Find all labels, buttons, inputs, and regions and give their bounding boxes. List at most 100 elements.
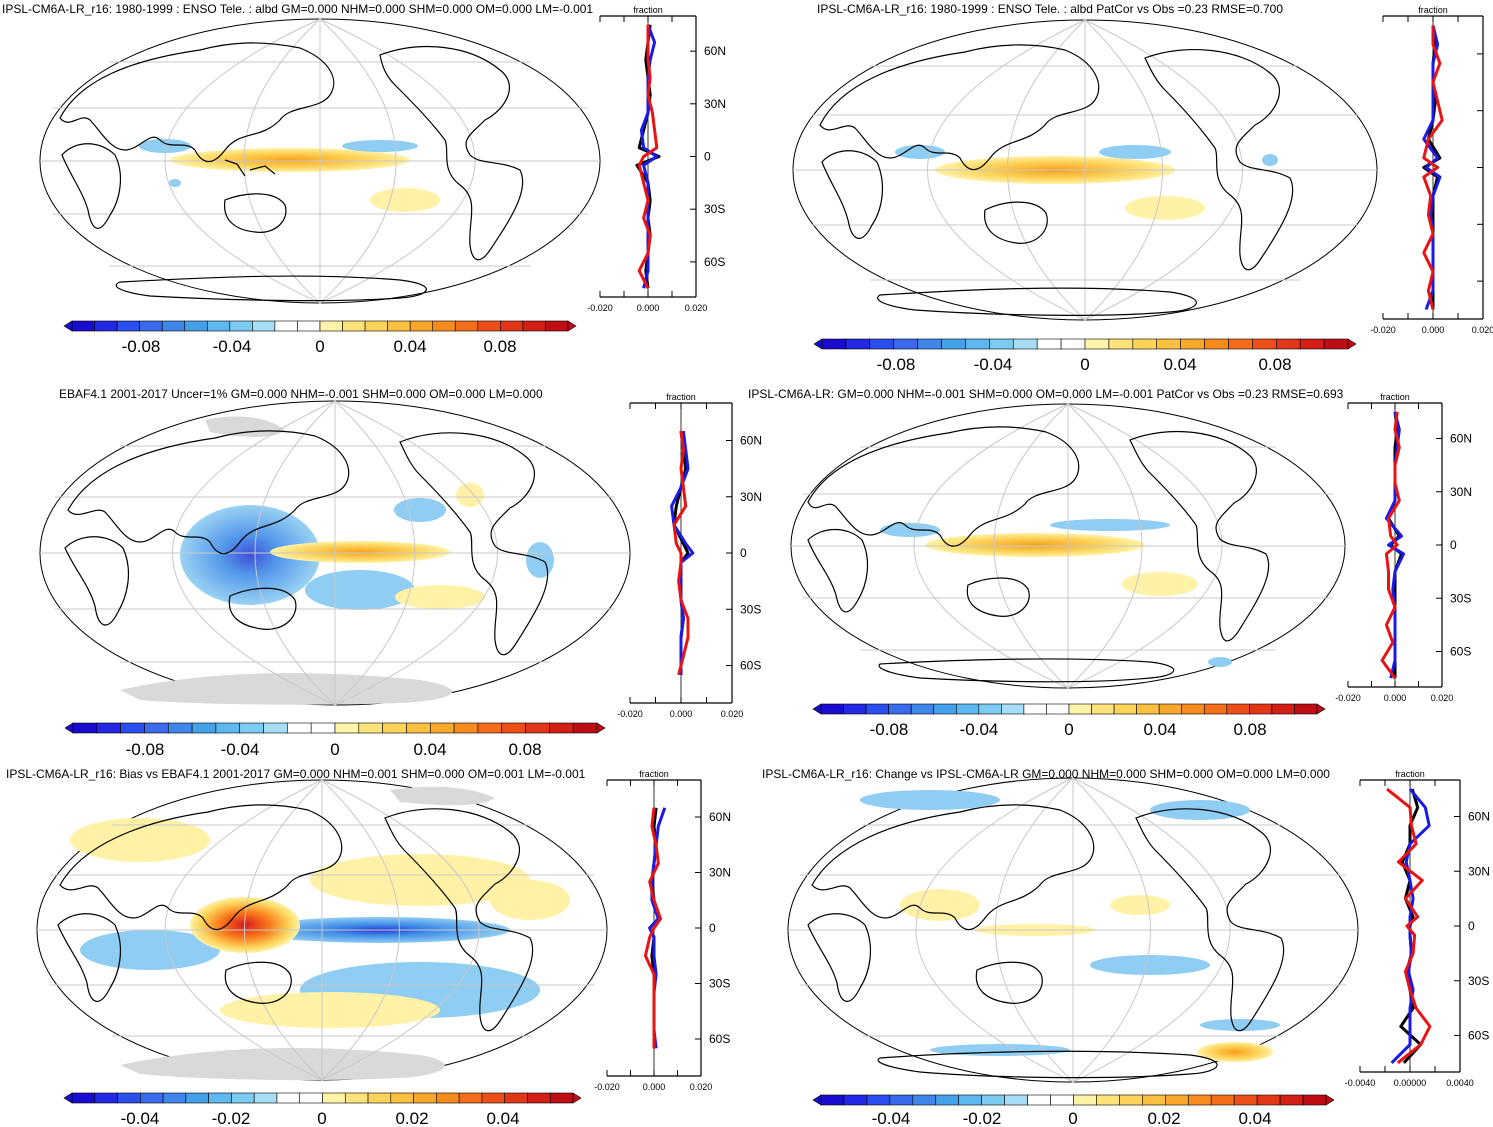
colorbar-swatch — [454, 320, 479, 332]
panel-1-map — [39, 18, 601, 304]
colorbar-swatch — [522, 320, 546, 332]
zonal-x-tick-label: -0.020 — [594, 1082, 620, 1092]
colorbar-swatch — [1158, 703, 1183, 715]
zonal-series-blue — [1390, 788, 1431, 1064]
panel-3-colorbar-label-5: 0.08 — [508, 740, 541, 759]
colorbar-swatch — [252, 320, 276, 332]
panel-3-colorbar-label-4: 0.04 — [413, 740, 446, 759]
panel-3-coastlines — [64, 430, 549, 656]
colorbar-swatch — [342, 320, 366, 332]
zonal-x-tick-label: 0.000 — [1384, 693, 1407, 703]
colorbar-swatch — [843, 1094, 868, 1106]
colorbar-swatch — [208, 1092, 232, 1104]
zonal-x-tick-label: -0.020 — [1335, 693, 1361, 703]
colorbar-swatch — [436, 1092, 460, 1104]
panel-6-map — [787, 777, 1359, 1083]
panel-5-colorbar-cells — [63, 1092, 582, 1104]
panel-4-map — [790, 403, 1346, 689]
panel-2-colorbar-cells — [813, 338, 1357, 350]
panel-6-zonal-mean: fraction -0.0040 0.00000 0.0040 60N 30N 0 30S 60… — [1345, 769, 1490, 1088]
panel-4-colorbar-label-1: -0.08 — [870, 720, 909, 739]
colorbar-low-cap — [812, 703, 822, 715]
colorbar-swatch — [71, 1092, 96, 1104]
colorbar-swatch — [229, 320, 253, 332]
colorbar-swatch — [1323, 338, 1349, 350]
colorbar-swatch — [116, 320, 140, 332]
colorbar-swatch — [274, 320, 298, 332]
colorbar-swatch — [1023, 703, 1047, 715]
panel-6-colorbar-label-2: -0.02 — [963, 1109, 1002, 1127]
panel-5-colorbar-label-3: 0 — [317, 1109, 326, 1127]
panel-5-map — [36, 779, 608, 1081]
zonal-series-red — [1422, 25, 1444, 310]
panel-6-title: IPSL-CM6A-LR_r16: Change vs IPSL-CM6A-LR… — [762, 767, 1330, 781]
colorbar-swatch — [545, 320, 569, 332]
colorbar-low-cap — [813, 338, 823, 350]
colorbar-swatch — [1203, 703, 1228, 715]
zonal-x-tick-label: 0.000 — [1422, 325, 1445, 335]
panel-5-title: IPSL-CM6A-LR_r16: Bias vs EBAF4.1 2001-2… — [6, 767, 586, 781]
colorbar-swatch — [344, 1092, 369, 1104]
zonal-x-tick-label: 0.020 — [721, 709, 744, 719]
panel-4-colorbar-label-3: 0 — [1064, 720, 1073, 739]
colorbar-swatch — [1046, 703, 1070, 715]
panel-6-colorbar-label-3: 0 — [1068, 1109, 1077, 1127]
zonal-series-red — [672, 430, 690, 676]
colorbar-swatch — [1210, 1094, 1235, 1106]
panel-5-zonal-mean: fraction -0.020 0.000 0.020 60N 30N 0 30S 60S — [594, 769, 731, 1092]
colorbar-swatch — [263, 722, 288, 734]
colorbar-swatch — [94, 320, 118, 332]
panel-6: IPSL-CM6A-LR_r16: Change vs IPSL-CM6A-LR… — [762, 767, 1490, 1127]
colorbar-high-cap — [567, 320, 577, 332]
colorbar-swatch — [1096, 1094, 1120, 1106]
colorbar-swatch — [820, 703, 844, 715]
panel-1-colorbar-cells — [63, 320, 577, 332]
zonal-lat-tick-label: 60N — [1468, 810, 1490, 824]
colorbar-swatch — [239, 722, 264, 734]
zonal-lat-tick-label: 60S — [704, 255, 725, 269]
zonal-lat-tick-label: 0 — [1468, 919, 1475, 933]
panel-1-zonal-mean: fraction -0.020 0.000 0.020 60N 30N 0 30S 60S — [587, 5, 726, 313]
colorbar-swatch — [1228, 338, 1253, 350]
panel-6-colorbar-label-4: 0.02 — [1147, 1109, 1180, 1127]
panel-4-colorbar-label-5: 0.08 — [1233, 720, 1266, 739]
zonal-unit-label: fraction — [1395, 769, 1425, 779]
colorbar-swatch — [96, 722, 121, 734]
zonal-x-tick-label: 0.0040 — [1446, 1078, 1474, 1088]
panel-2-title: IPSL-CM6A-LR_r16: 1980-1999 : ENSO Tele.… — [817, 2, 1283, 16]
colorbar-swatch — [215, 722, 241, 734]
panel-5-graticule — [37, 779, 607, 1081]
colorbar-swatch — [1180, 338, 1205, 350]
panel-4-colorbar: -0.08 -0.04 0 0.04 0.08 — [812, 703, 1326, 739]
panel-1-colorbar-label-2: -0.04 — [213, 337, 252, 356]
colorbar-swatch — [1004, 1094, 1028, 1106]
colorbar-swatch — [1187, 1094, 1212, 1106]
colorbar-swatch — [382, 722, 407, 734]
colorbar-swatch — [500, 320, 524, 332]
colorbar-swatch — [481, 1092, 505, 1104]
colorbar-swatch — [1294, 703, 1318, 715]
colorbar-high-cap — [1347, 338, 1357, 350]
panel-5-colorbar-label-5: 0.04 — [486, 1109, 519, 1127]
colorbar-swatch — [501, 722, 526, 734]
panel-6-anomaly-fields — [860, 790, 1280, 1062]
panel-2-colorbar-label-5: 0.08 — [1258, 355, 1291, 374]
panel-3-colorbar-label-1: -0.08 — [126, 740, 165, 759]
colorbar-swatch — [941, 338, 966, 350]
panel-5-colorbar: -0.04 -0.02 0 0.02 0.04 — [63, 1092, 582, 1127]
zonal-lat-tick-label: 60N — [1450, 432, 1472, 446]
colorbar-swatch — [821, 338, 847, 350]
panel-1-title: IPSL-CM6A-LR_r16: 1980-1999 : ENSO Tele.… — [2, 2, 593, 16]
colorbar-swatch — [893, 338, 918, 350]
colorbar-swatch — [866, 1094, 891, 1106]
colorbar-swatch — [869, 338, 895, 350]
colorbar-swatch — [358, 722, 383, 734]
colorbar-low-cap — [64, 722, 74, 734]
zonal-x-tick-label: 0.000 — [670, 709, 693, 719]
colorbar-swatch — [191, 722, 217, 734]
zonal-lat-tick-label: 30S — [709, 977, 730, 991]
colorbar-swatch — [72, 722, 98, 734]
colorbar-swatch — [865, 703, 889, 715]
colorbar-swatch — [406, 722, 431, 734]
zonal-lat-tick-label: 30N — [1468, 864, 1490, 878]
